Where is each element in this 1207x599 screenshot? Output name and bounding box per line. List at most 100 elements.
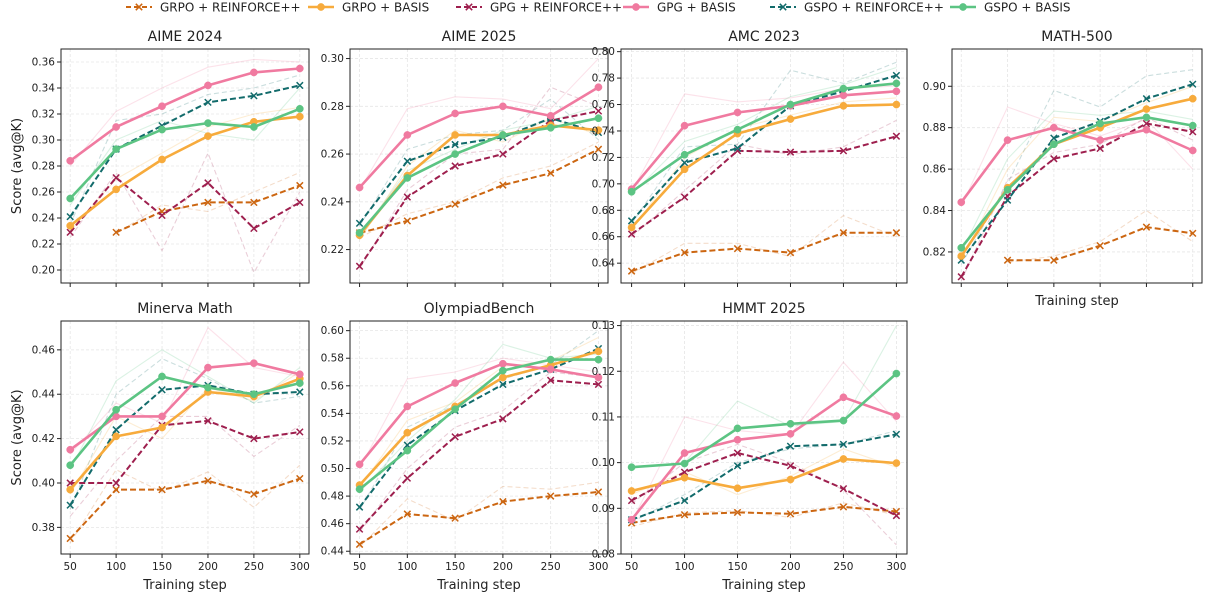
- data-point: [403, 174, 412, 182]
- y-tick-label: 0.08: [592, 549, 615, 561]
- series-line: [69, 375, 301, 467]
- x-tick-label: 50: [353, 561, 366, 573]
- raw-line-gspo-basis: [960, 110, 1193, 253]
- data-point: [403, 193, 412, 201]
- series-line: [960, 83, 1193, 261]
- y-tick-label: 0.09: [592, 503, 615, 515]
- plot-frame: [951, 48, 1203, 284]
- legend-label: GSPO + REINFORCE++: [804, 1, 944, 15]
- chart-panel-math-500: 0.82 0.84 0.86 0.88 0.90 MATH-500 Training ste…: [923, 29, 1203, 309]
- plot-frame: [620, 48, 908, 284]
- raw-line-gpg-reinforce: [631, 443, 897, 546]
- data-point: [627, 267, 636, 275]
- plot-frame: [349, 48, 609, 284]
- data-point: [594, 114, 603, 123]
- data-point: [1096, 119, 1104, 128]
- series-gspo-basis: [66, 104, 304, 203]
- data-point: [295, 379, 304, 387]
- legend-item-gpg-basis: GPG + BASIS: [623, 1, 736, 15]
- legend-label: GRPO + REINFORCE++: [160, 1, 301, 15]
- data-point: [158, 155, 166, 164]
- series-gpg-reinforce: [355, 376, 603, 533]
- data-point: [957, 273, 965, 281]
- x-tick-label: 200: [780, 561, 800, 573]
- y-axis: 0.64 0.66 0.68 0.70 0.72 0.74 0.76 0.78 0.80: [592, 46, 621, 270]
- data-point: [66, 501, 74, 509]
- data-point: [1050, 256, 1058, 264]
- series-line: [358, 379, 599, 530]
- data-point: [355, 229, 364, 237]
- series-line: [69, 84, 301, 218]
- series-line: [69, 67, 300, 162]
- x-tick-label: 50: [63, 561, 76, 573]
- data-point: [66, 479, 74, 487]
- x-tick-label: 150: [445, 561, 465, 573]
- data-point: [1142, 223, 1151, 231]
- data-point: [546, 492, 555, 500]
- series-gpg-reinforce: [66, 417, 304, 487]
- data-point: [250, 390, 258, 399]
- data-point: [733, 144, 742, 152]
- data-point: [546, 169, 555, 177]
- y-tick-label: 0.56: [321, 380, 345, 392]
- data-point: [594, 355, 603, 364]
- data-point: [499, 380, 507, 389]
- series-line: [358, 358, 599, 491]
- data-point: [1142, 119, 1151, 128]
- data-point: [892, 71, 901, 80]
- chart-panel-minerva-math: 0.38 0.40 0.42 0.44 0.46 50 100 150 200 250 300 Min…: [10, 301, 310, 593]
- data-point: [451, 433, 459, 441]
- x-tick-label: 200: [493, 561, 513, 573]
- data-point: [158, 372, 166, 381]
- series-gpg-basis: [66, 64, 304, 165]
- data-point: [296, 181, 304, 190]
- panel-title: AIME 2024: [148, 29, 223, 45]
- data-point: [355, 485, 364, 494]
- data-point: [786, 115, 795, 123]
- y-tick-label: 0.38: [32, 522, 55, 534]
- plot-frame: [620, 320, 908, 555]
- x-axis-label: Training step: [1034, 294, 1119, 309]
- data-point: [892, 132, 901, 140]
- data-point: [499, 359, 507, 368]
- series-line: [630, 90, 897, 190]
- y-tick-label: 0.36: [32, 57, 56, 69]
- x-tick-label: 100: [106, 561, 126, 573]
- data-point: [680, 121, 689, 130]
- chart-panel-aime-2024: 0.20 0.22 0.24 0.26 0.28 0.30 0.32 0.34 0.36 AIME…: [10, 29, 310, 287]
- series-line: [960, 116, 1193, 249]
- x-tick-label: 250: [833, 561, 853, 573]
- data-point: [680, 510, 689, 519]
- plot-frame: [60, 320, 310, 555]
- legend-item-gspo-basis: GSPO + BASIS: [950, 1, 1071, 15]
- data-point: [892, 412, 901, 420]
- raw-line-gpg-reinforce: [359, 371, 599, 533]
- grid: [61, 49, 309, 283]
- x-tick-label: 100: [675, 561, 695, 573]
- legend-item-grpo-reinforce: GRPO + REINFORCE++: [126, 1, 301, 15]
- y-axis: 0.20 0.22 0.24 0.26 0.28 0.30 0.32 0.34 0.36: [32, 57, 61, 277]
- data-point: [594, 107, 603, 115]
- data-point: [1188, 94, 1197, 103]
- data-point: [1188, 121, 1197, 130]
- raw-line-gpg-reinforce: [69, 415, 301, 517]
- data-point: [839, 503, 848, 511]
- raw-line-gspo-basis: [69, 349, 301, 470]
- data-point: [733, 108, 742, 117]
- data-point: [112, 228, 120, 237]
- data-point: [355, 503, 364, 511]
- y-tick-label: 0.26: [32, 187, 56, 199]
- y-tick-label: 0.82: [923, 246, 946, 258]
- series-grpo-basis: [66, 112, 304, 230]
- data-point: [355, 262, 364, 271]
- data-point: [355, 540, 364, 549]
- legend-swatch-marker: [135, 3, 143, 11]
- data-point: [112, 123, 120, 131]
- data-point: [112, 426, 120, 434]
- data-point: [786, 248, 795, 257]
- data-point: [594, 83, 603, 92]
- data-point: [839, 91, 848, 100]
- raw-line-gspo-reinforce: [69, 358, 300, 510]
- grid: [350, 49, 608, 283]
- data-point: [1142, 94, 1151, 103]
